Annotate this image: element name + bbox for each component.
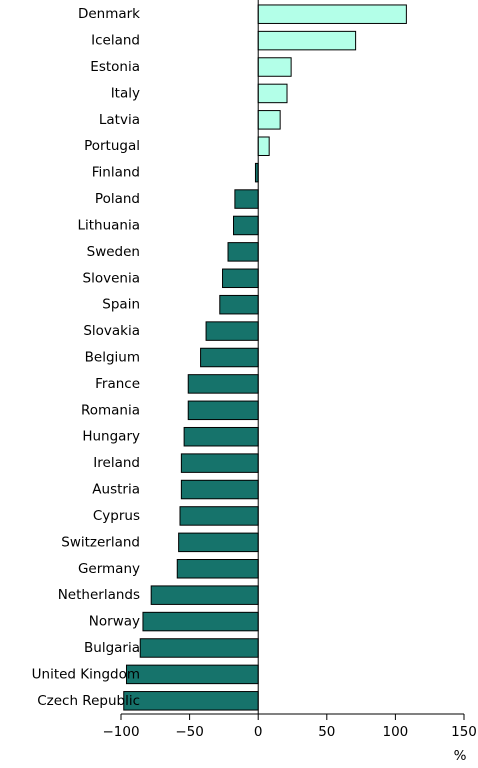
x-tick-label: −50 [175,724,204,740]
bar-romania [187,400,259,421]
bar-estonia [257,57,292,77]
category-label: United Kingdom [32,666,140,682]
bar-iceland [257,30,357,51]
x-tick-label: 0 [254,724,263,740]
category-label: Poland [95,191,140,207]
bar-norway [142,611,259,632]
category-label: Switzerland [61,534,140,550]
category-label: Sweden [87,244,140,260]
category-label: France [95,376,140,392]
bar-netherlands [150,585,259,605]
category-label: Spain [102,297,140,313]
category-label: Cyprus [93,508,140,524]
bar-spain [219,294,259,315]
category-label: Austria [92,482,140,498]
category-label: Norway [89,614,140,630]
category-label: Portugal [84,138,140,154]
category-label: Belgium [85,350,140,366]
bar-ireland [180,453,259,473]
bar-hungary [183,426,259,447]
x-unit-label: % [454,748,467,764]
category-label: Latvia [99,112,140,128]
bar-portugal [257,136,270,156]
bar-united-kingdom [125,664,259,685]
category-label: Slovakia [83,323,140,339]
category-label: Denmark [78,6,140,22]
category-label: Bulgaria [84,640,140,656]
category-label: Finland [92,165,140,181]
category-label: Slovenia [83,270,140,286]
category-label: Netherlands [58,587,140,603]
category-label: Ireland [93,455,140,471]
x-tick-label: 50 [318,724,335,740]
category-label: Iceland [91,33,140,49]
bar-italy [257,83,288,104]
x-tick-label: −100 [102,724,139,740]
category-label: Italy [111,85,140,101]
category-label: Czech Republic [37,693,140,709]
bar-latvia [257,110,281,130]
bar-austria [180,479,259,500]
category-label: Germany [78,561,140,577]
bar-slovakia [205,321,259,341]
category-label: Estonia [90,59,140,75]
bar-bulgaria [139,638,259,658]
bar-czech-republic [123,691,259,711]
bar-poland [234,189,259,209]
bar-sweden [227,242,259,262]
category-label: Hungary [82,429,140,445]
bar-germany [176,559,259,579]
bar-lithuania [233,215,259,236]
x-tick-label: 150 [451,724,477,740]
category-label: Lithuania [77,217,140,233]
bar-france [187,374,259,394]
category-label: Romania [81,402,140,418]
bar-denmark [257,4,407,24]
bar-belgium [200,347,259,368]
x-tick-label: 100 [383,724,409,740]
bar-switzerland [178,532,259,553]
bar-slovenia [222,268,259,289]
bar-cyprus [179,506,259,526]
